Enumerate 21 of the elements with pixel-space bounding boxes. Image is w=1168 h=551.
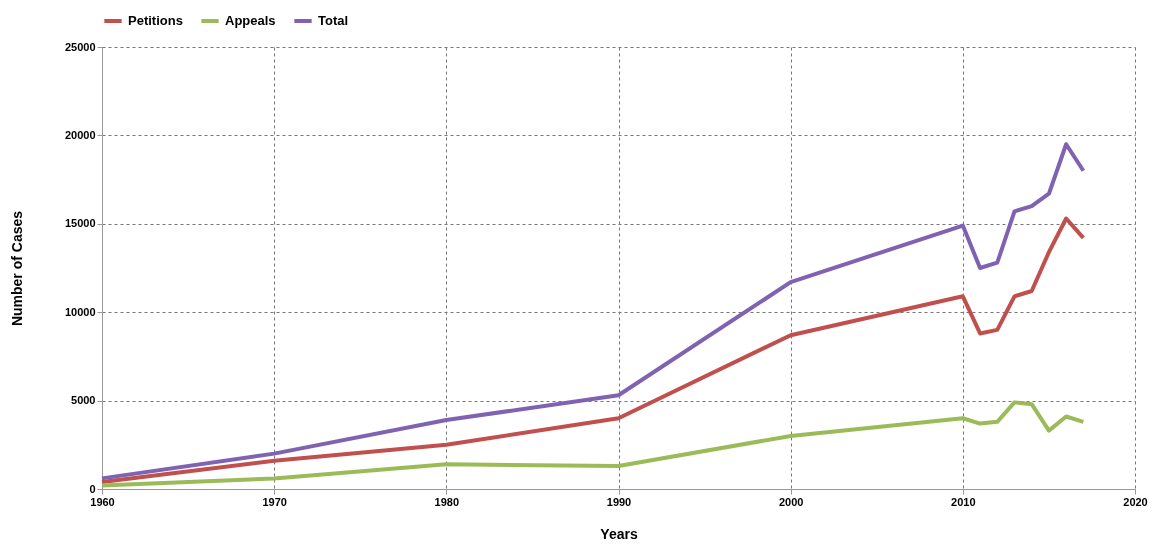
x-tick-label: 1970 <box>262 495 287 508</box>
x-axis-title: Years <box>600 525 638 542</box>
x-tick-label: 2000 <box>778 495 804 508</box>
x-tick-label: 1990 <box>606 495 632 508</box>
legend-label: Petitions <box>128 13 183 28</box>
y-tick-label: 10000 <box>64 305 96 318</box>
y-tick-label: 0 <box>89 482 96 495</box>
line-series <box>100 400 1086 488</box>
x-tick-label: 1960 <box>90 495 115 508</box>
x-tick-label: 2020 <box>1123 495 1148 508</box>
y-tick-label: 20000 <box>64 128 96 141</box>
line-series <box>100 142 1086 481</box>
y-tick-label: 15000 <box>64 217 96 230</box>
x-tick-label: 2010 <box>951 495 976 508</box>
line-series <box>100 216 1086 484</box>
y-axis-title: Number of Cases <box>8 210 25 327</box>
legend-label: Total <box>318 13 349 28</box>
y-tick-label: 25000 <box>64 40 96 53</box>
legend-label: Appeals <box>225 13 276 28</box>
y-tick-label: 5000 <box>71 394 96 407</box>
x-tick-label: 1980 <box>434 495 460 508</box>
